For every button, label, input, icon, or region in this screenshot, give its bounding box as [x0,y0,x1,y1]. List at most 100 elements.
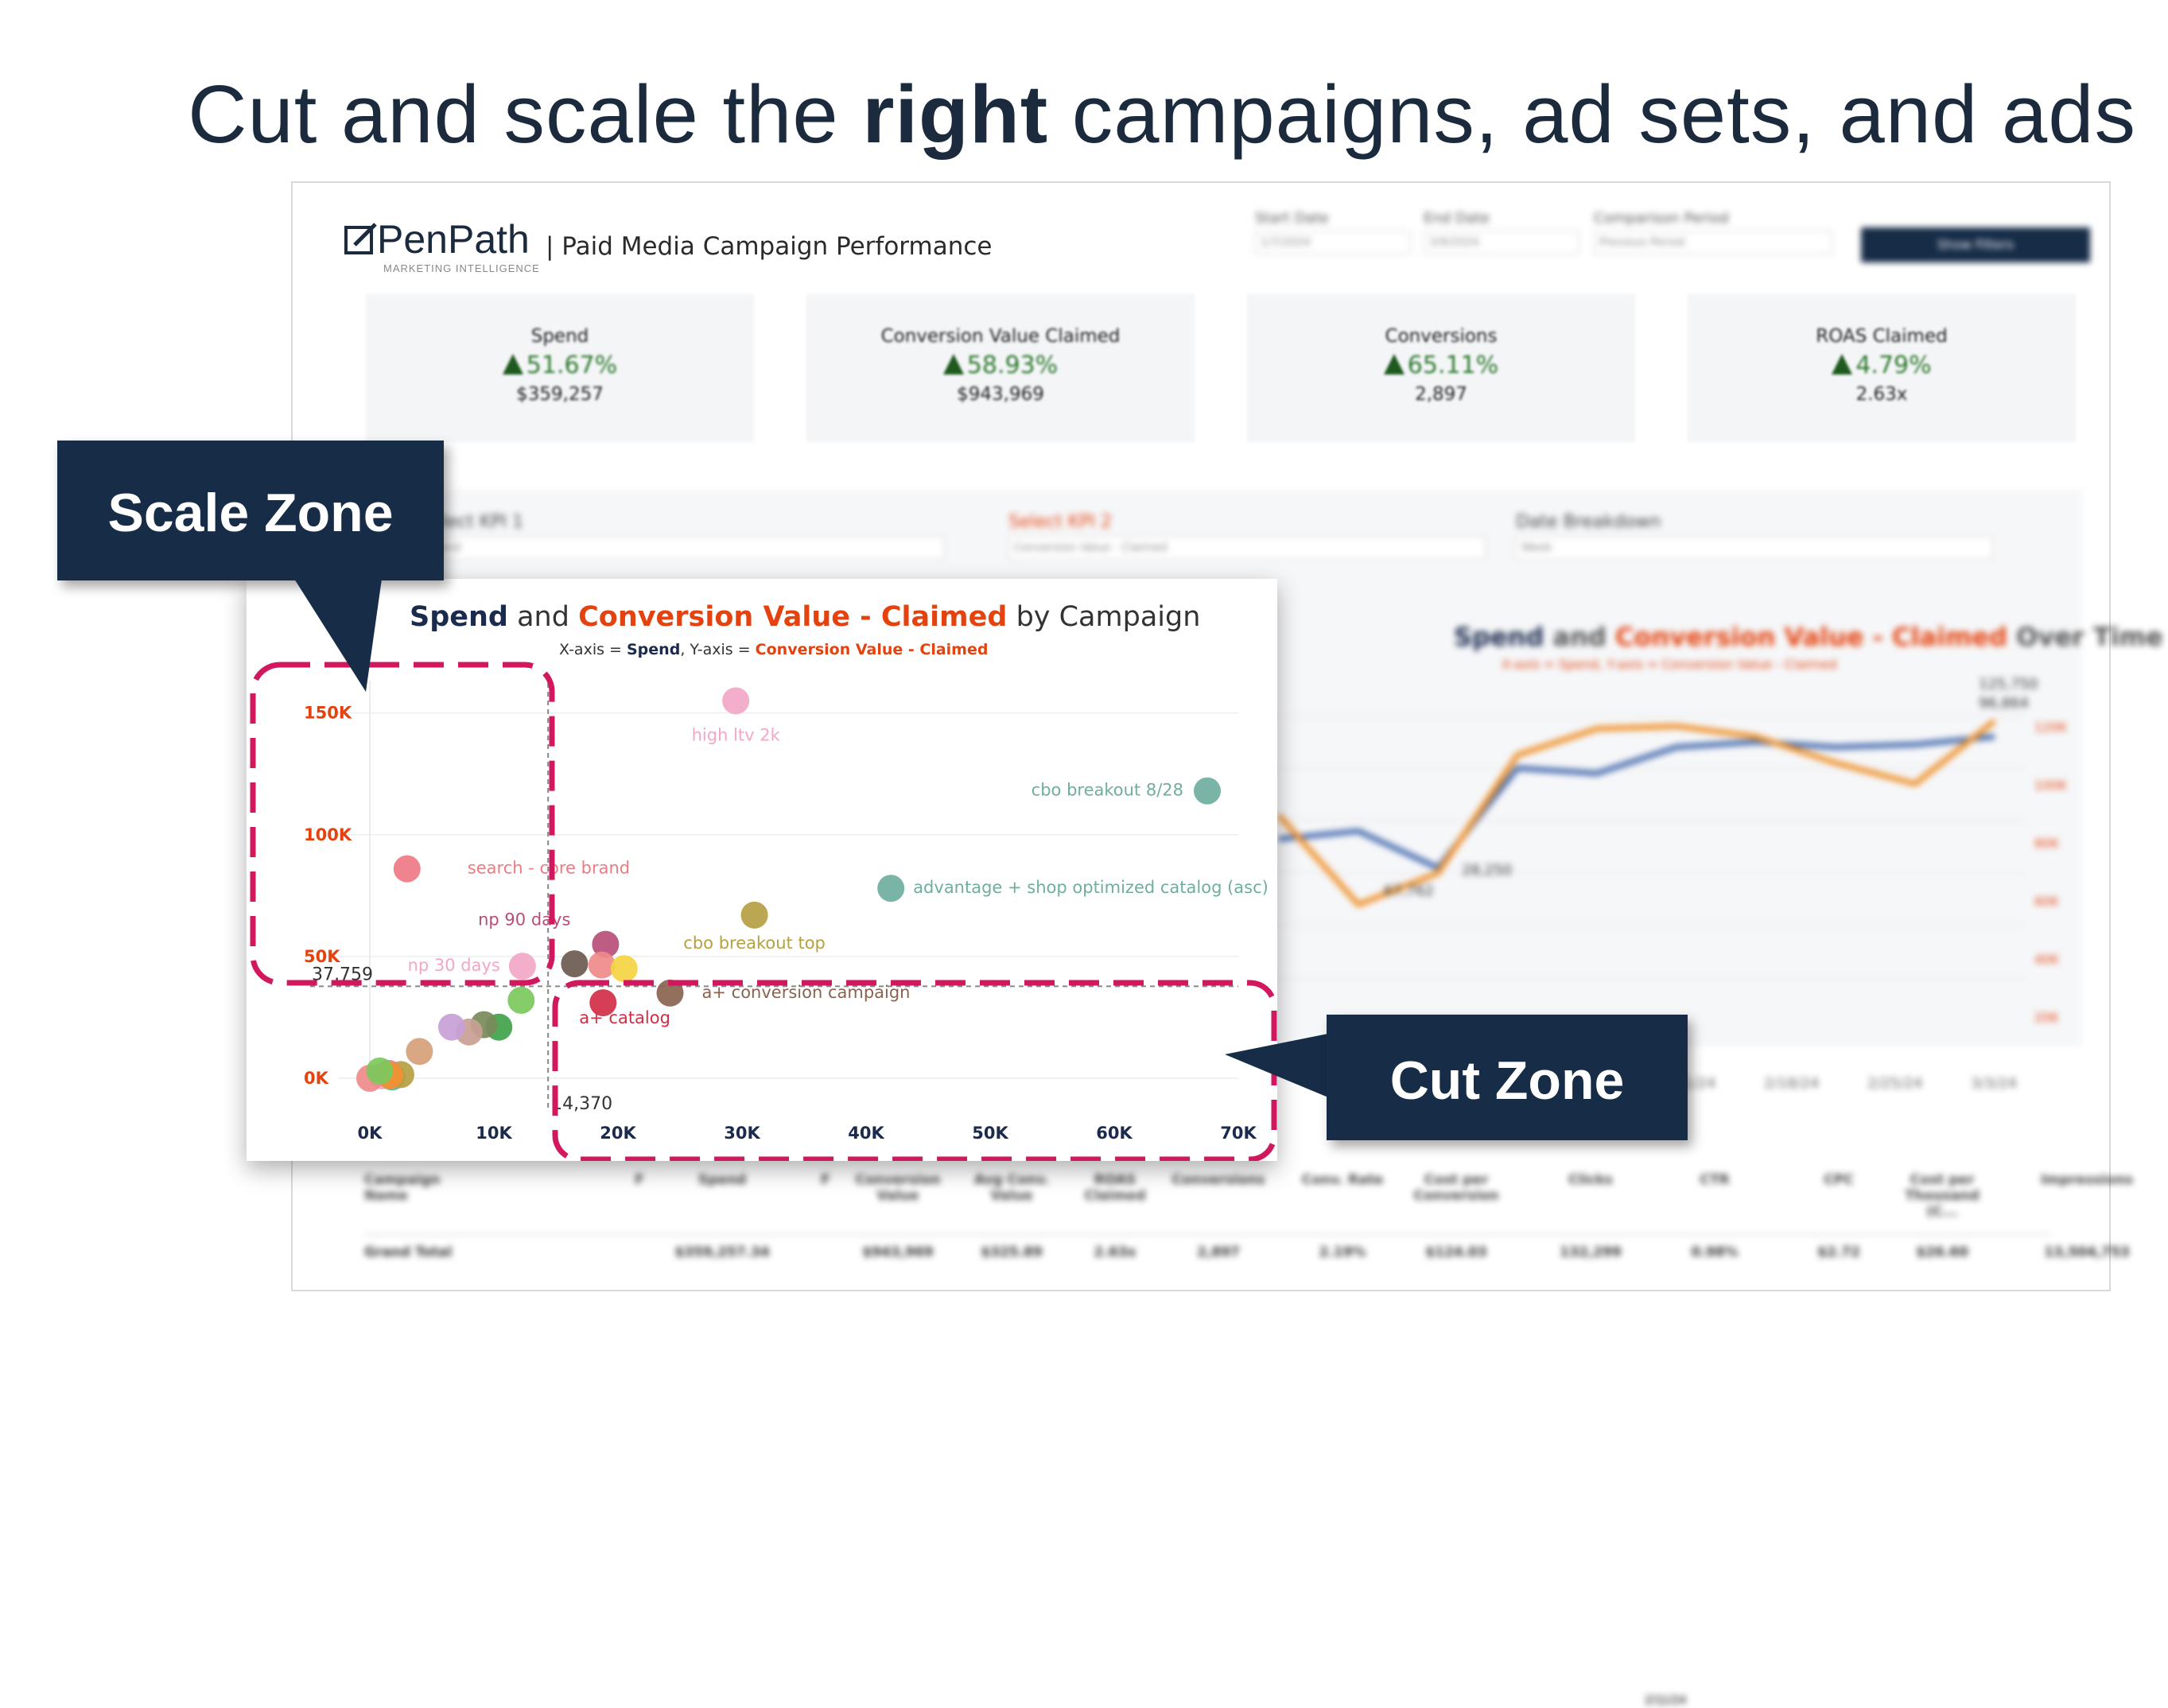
line-title-spend: Spend [1454,622,1544,652]
scatter-sub-c: , Y-axis = [680,641,756,658]
kpi-value: $359,257 [516,384,604,405]
kpi-label: ROAS Claimed [1816,326,1948,347]
show-filters-button[interactable]: Show Filters [1861,227,2090,262]
line-annotation: 28,250 [1462,862,1512,879]
table-cell: $2.72 [1817,1244,1860,1260]
line-annotation: 125,750 [1979,676,2038,693]
table-header-cell[interactable]: F [635,1172,644,1188]
line-series [1278,733,1995,871]
table-header-cell[interactable]: ROAS Claimed [1084,1172,1146,1204]
cut-callout-pointer [1225,1034,1328,1097]
line-title-rest: Over Time [2007,622,2163,652]
table-cell: 2.19% [1319,1244,1366,1260]
x-tick-label: 40K [848,1124,884,1143]
table-header-cell[interactable]: Conv. Rate [1301,1172,1384,1188]
scatter-sub-a: X-axis = [559,641,627,658]
end-date-input[interactable]: 3/9/2024 [1424,231,1579,254]
kpi1-select[interactable]: Spend [420,536,945,560]
table-header-cell[interactable]: Clicks [1568,1172,1613,1188]
kpi2-label: Select KPI 2 [1008,512,1113,532]
table-header-cell[interactable]: Conversion Value [855,1172,941,1204]
table-header-cell[interactable]: CTR [1700,1172,1730,1188]
line-title-conv: Conversion Value - Claimed [1614,622,2008,652]
kpi-change: 51.67% [526,351,618,379]
point-label: np 90 days [478,910,570,930]
table-cell: Grand Total [364,1244,453,1260]
scatter-point[interactable] [1194,777,1221,805]
table-header-cell[interactable]: Cost per Conversion [1413,1172,1499,1204]
scatter-point[interactable] [437,1013,465,1041]
table-header-cell[interactable]: Avg Conv. Value [973,1172,1050,1204]
scatter-point[interactable] [393,855,421,883]
line-x-tick: 2/25/24 [1867,1075,1923,1092]
line-annotation: 96,864 [1979,695,2029,712]
table-header-cell[interactable]: Cost per Thousand (C... [1905,1172,1980,1220]
table-header-cell[interactable]: Spend [697,1172,747,1188]
table-header-cell[interactable]: F [821,1172,830,1188]
scatter-point[interactable] [589,989,617,1017]
up-triangle-icon [502,354,523,375]
table-cell: 13,504,753 [2044,1244,2130,1260]
scatter-point[interactable] [610,955,638,983]
kpi-value: 2.63x [1855,384,1908,405]
kpi-card-conversions: Conversions 65.11% 2,897 [1247,294,1635,442]
right-tick: 60K [2034,894,2059,909]
right-tick: 20K [2034,1010,2059,1025]
table-cell: $26.60 [1916,1244,1968,1260]
scatter-point[interactable] [588,951,616,979]
x-tick-label: 70K [1220,1124,1257,1143]
ref-x-label: 14,370 [551,1094,612,1114]
start-date-label: Start Date [1255,210,1329,227]
point-label: cbo breakout 8/28 [1032,781,1183,800]
line-chart-plot [1263,715,2026,979]
table-cell: 2,897 [1197,1244,1240,1260]
kpi-card-conversion-value: Conversion Value Claimed 58.93% $943,969 [806,294,1195,442]
scatter-point[interactable] [561,950,589,978]
scatter-title-conv: Conversion Value - Claimed [578,601,1008,633]
line-x-tick: 2/11/24 [1645,1694,1687,1707]
scatter-point[interactable] [406,1038,433,1066]
scatter-point[interactable] [507,987,535,1014]
table-header-cell[interactable]: Impressions [2040,1172,2134,1188]
point-label: high ltv 2k [692,725,781,744]
scatter-point[interactable] [656,979,684,1007]
table-header-cell[interactable]: Campaign Name [364,1172,441,1204]
date-breakdown-select[interactable]: Week [1516,536,1993,560]
comparison-period-select[interactable]: Previous Period [1594,231,1832,254]
right-tick: 40K [2034,952,2059,967]
scatter-point[interactable] [740,901,768,929]
headline: Cut and scale the right campaigns, ad se… [0,68,2168,161]
kpi2-select[interactable]: Conversion Value - Claimed [1008,536,1486,560]
scatter-point[interactable] [366,1057,394,1085]
point-label: np 30 days [408,956,500,975]
scatter-point[interactable] [592,930,620,958]
comparison-period-label: Comparison Period [1594,210,1729,227]
x-tick-label: 20K [600,1124,636,1143]
scatter-point[interactable] [722,687,750,715]
y-tick-label: 0K [304,1069,329,1088]
table-header-cell[interactable]: Conversions [1171,1172,1265,1188]
y-tick-label: 50K [304,947,340,966]
brand-subtitle: MARKETING INTELLIGENCE [383,262,540,274]
right-tick: 100K [2034,778,2068,793]
dashboard-title: | Paid Media Campaign Performance [546,232,993,261]
scatter-title-spend: Spend [410,601,508,633]
scatter-point[interactable] [508,953,536,980]
cut-zone-label: Cut Zone [1389,1050,1625,1111]
x-tick-label: 30K [724,1124,760,1143]
brand-name: PenPath [377,217,530,262]
scatter-point[interactable] [877,875,905,903]
table-cell: 0.98% [1691,1244,1739,1260]
kpi-card-roas: ROAS Claimed 4.79% 2.63x [1688,294,2076,442]
table-cell: 132,299 [1560,1244,1622,1260]
y-tick-label: 100K [304,825,352,844]
line-chart-subtitle: X-axis = Spend, Y-axis = Conversion Valu… [1502,657,1837,672]
up-triangle-icon [1832,354,1853,375]
scatter-sub-b: Spend [627,641,681,658]
table-header-cell[interactable]: CPC [1824,1172,1854,1188]
scale-zone-label: Scale Zone [107,483,394,543]
scale-zone-callout: Scale Zone [57,441,444,580]
start-date-input[interactable]: 1/7/2024 [1255,231,1411,254]
line-title-and: and [1544,622,1615,652]
scale-zone-box [250,662,555,986]
